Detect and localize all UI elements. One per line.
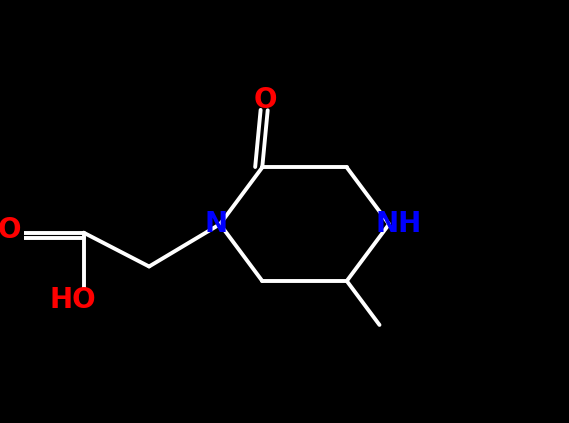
Text: O: O <box>0 216 20 244</box>
Text: O: O <box>253 86 277 114</box>
Text: HO: HO <box>50 286 96 314</box>
Text: N: N <box>204 210 227 238</box>
Text: NH: NH <box>376 210 422 238</box>
